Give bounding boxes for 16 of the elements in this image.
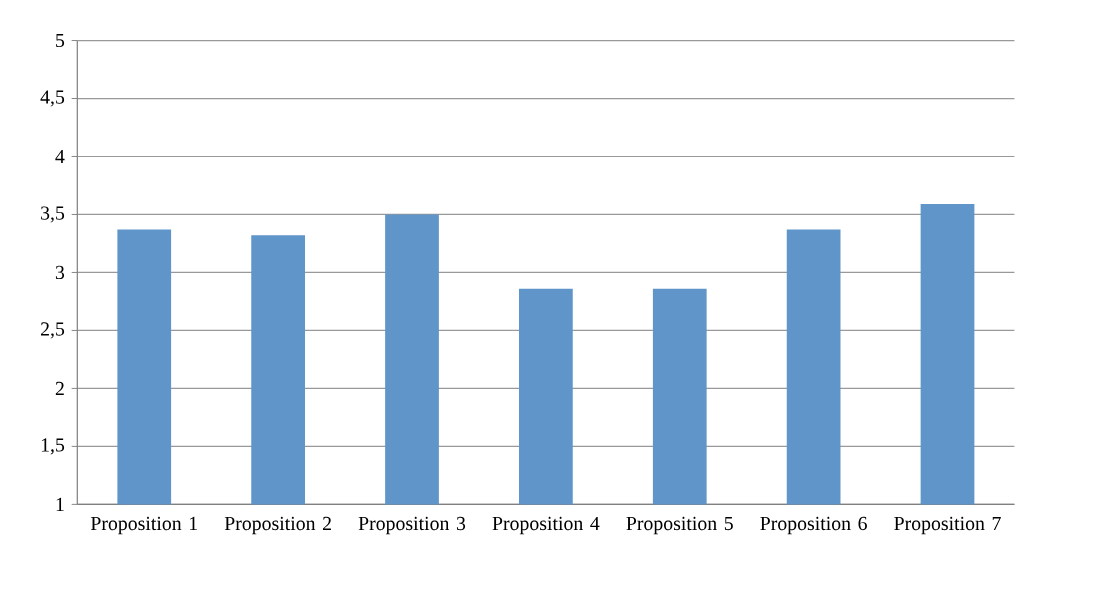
y-tick-label: 1,5	[41, 438, 65, 455]
x-tick-label: Proposition 5	[626, 516, 733, 535]
x-tick-label: Proposition 1	[90, 516, 197, 535]
x-tick-label: Proposition 2	[224, 516, 331, 535]
x-tick-label: Proposition 4	[492, 516, 600, 535]
x-tick-label: Proposition 3	[358, 516, 466, 535]
y-tick-label: 3,5	[41, 206, 65, 223]
x-tick-label: Proposition 7	[894, 516, 1001, 535]
y-tick-label: 2,5	[40, 322, 65, 339]
y-tick-label: 4,5	[40, 90, 65, 107]
x-tick-label: Proposition 6	[760, 516, 867, 535]
y-tick-label: 1	[56, 497, 64, 511]
y-tick-label: 4	[55, 149, 65, 163]
y-tick-label: 5	[56, 33, 65, 48]
y-tick-label: 2	[55, 381, 64, 395]
y-tick-label: 3	[55, 265, 65, 280]
